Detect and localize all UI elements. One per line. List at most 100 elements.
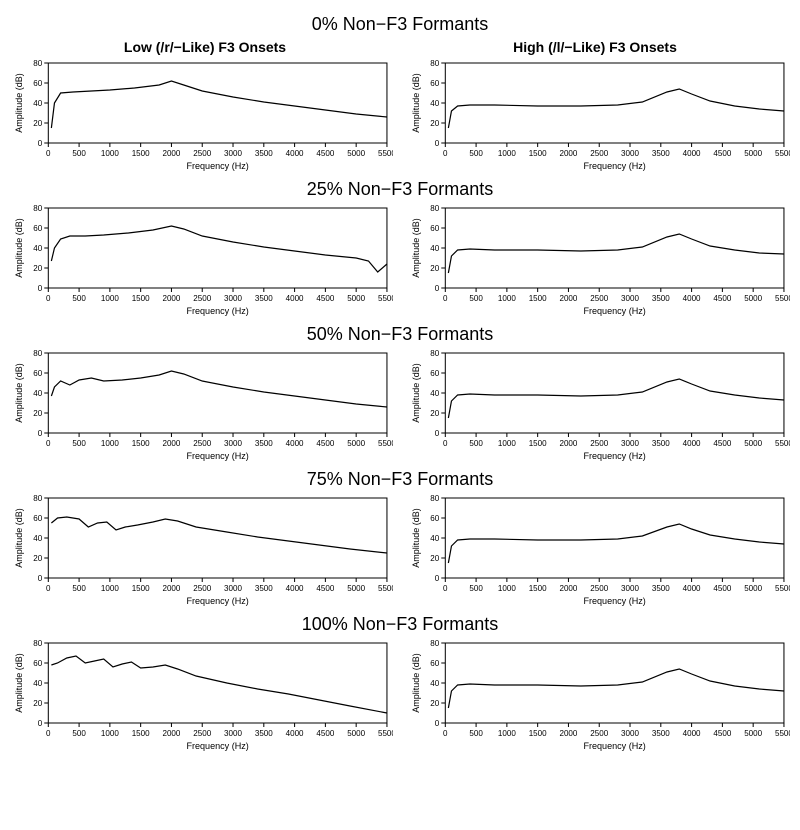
- panel-1-right: 0500100015002000250030003500400045005000…: [407, 202, 790, 318]
- svg-text:1500: 1500: [529, 439, 547, 448]
- svg-text:Amplitude (dB): Amplitude (dB): [411, 73, 421, 132]
- svg-text:0: 0: [443, 584, 448, 593]
- svg-text:4500: 4500: [713, 584, 731, 593]
- chart-svg: 0500100015002000250030003500400045005000…: [407, 347, 790, 463]
- svg-text:500: 500: [469, 294, 483, 303]
- section-title-4: 100% Non−F3 Formants: [10, 614, 790, 635]
- svg-text:0: 0: [38, 719, 43, 728]
- svg-text:Frequency (Hz): Frequency (Hz): [186, 306, 248, 316]
- svg-text:3000: 3000: [621, 584, 639, 593]
- chart-svg: 0500100015002000250030003500400045005000…: [407, 492, 790, 608]
- svg-text:4500: 4500: [316, 439, 334, 448]
- svg-text:4500: 4500: [316, 729, 334, 738]
- svg-text:20: 20: [430, 264, 439, 273]
- svg-text:Amplitude (dB): Amplitude (dB): [14, 218, 24, 277]
- svg-text:4000: 4000: [286, 149, 304, 158]
- svg-text:3500: 3500: [652, 729, 670, 738]
- svg-text:3000: 3000: [621, 149, 639, 158]
- svg-text:1000: 1000: [101, 439, 119, 448]
- svg-text:5000: 5000: [744, 729, 762, 738]
- svg-text:5500: 5500: [378, 729, 393, 738]
- svg-text:20: 20: [33, 554, 42, 563]
- svg-text:1500: 1500: [529, 149, 547, 158]
- svg-text:5500: 5500: [378, 149, 393, 158]
- svg-text:Amplitude (dB): Amplitude (dB): [14, 363, 24, 422]
- svg-text:0: 0: [46, 729, 51, 738]
- svg-text:0: 0: [38, 574, 43, 583]
- svg-text:60: 60: [33, 514, 42, 523]
- svg-text:3500: 3500: [255, 149, 273, 158]
- section-title-3: 75% Non−F3 Formants: [10, 469, 790, 490]
- svg-text:80: 80: [33, 349, 42, 358]
- svg-text:40: 40: [33, 679, 42, 688]
- svg-text:1000: 1000: [101, 294, 119, 303]
- svg-text:4500: 4500: [713, 149, 731, 158]
- chart-svg: 0500100015002000250030003500400045005000…: [10, 637, 393, 753]
- svg-text:5000: 5000: [744, 149, 762, 158]
- panel-0-right: 0500100015002000250030003500400045005000…: [407, 57, 790, 173]
- svg-text:80: 80: [430, 204, 439, 213]
- svg-text:2000: 2000: [559, 149, 577, 158]
- svg-text:Amplitude (dB): Amplitude (dB): [411, 363, 421, 422]
- svg-text:Frequency (Hz): Frequency (Hz): [186, 741, 248, 751]
- svg-text:5000: 5000: [744, 294, 762, 303]
- svg-text:4000: 4000: [286, 584, 304, 593]
- svg-text:Frequency (Hz): Frequency (Hz): [186, 161, 248, 171]
- chart-svg: 0500100015002000250030003500400045005000…: [407, 57, 790, 173]
- svg-text:60: 60: [33, 79, 42, 88]
- svg-text:3500: 3500: [255, 439, 273, 448]
- svg-text:60: 60: [430, 514, 439, 523]
- svg-text:40: 40: [430, 679, 439, 688]
- svg-text:0: 0: [435, 429, 440, 438]
- svg-text:1000: 1000: [101, 729, 119, 738]
- svg-text:0: 0: [38, 429, 43, 438]
- svg-text:2000: 2000: [162, 294, 180, 303]
- chart-svg: 0500100015002000250030003500400045005000…: [407, 202, 790, 318]
- svg-text:2000: 2000: [162, 439, 180, 448]
- svg-text:1000: 1000: [101, 584, 119, 593]
- svg-text:20: 20: [430, 119, 439, 128]
- col-header-left: Low (/r/−Like) F3 Onsets: [10, 37, 400, 57]
- svg-text:40: 40: [33, 534, 42, 543]
- chart-svg: 0500100015002000250030003500400045005000…: [10, 347, 393, 463]
- svg-text:3000: 3000: [224, 729, 242, 738]
- svg-text:Frequency (Hz): Frequency (Hz): [583, 306, 645, 316]
- svg-text:2500: 2500: [590, 729, 608, 738]
- svg-text:20: 20: [430, 409, 439, 418]
- svg-text:5000: 5000: [347, 729, 365, 738]
- svg-text:1500: 1500: [132, 729, 150, 738]
- panel-0-left: 0500100015002000250030003500400045005000…: [10, 57, 393, 173]
- column-headers: Low (/r/−Like) F3 Onsets High (/l/−Like)…: [10, 37, 790, 57]
- svg-text:2000: 2000: [559, 439, 577, 448]
- svg-text:4000: 4000: [286, 294, 304, 303]
- svg-text:0: 0: [443, 294, 448, 303]
- svg-text:0: 0: [435, 574, 440, 583]
- svg-text:20: 20: [430, 554, 439, 563]
- svg-text:1500: 1500: [132, 439, 150, 448]
- svg-text:5500: 5500: [775, 584, 790, 593]
- svg-text:500: 500: [72, 149, 86, 158]
- chart-svg: 0500100015002000250030003500400045005000…: [10, 57, 393, 173]
- svg-text:3000: 3000: [224, 294, 242, 303]
- panel-4-right: 0500100015002000250030003500400045005000…: [407, 637, 790, 753]
- svg-text:5500: 5500: [775, 439, 790, 448]
- svg-text:3500: 3500: [255, 584, 273, 593]
- svg-text:2000: 2000: [162, 584, 180, 593]
- svg-text:2500: 2500: [590, 584, 608, 593]
- svg-text:40: 40: [430, 534, 439, 543]
- svg-text:3500: 3500: [255, 294, 273, 303]
- svg-text:2000: 2000: [559, 729, 577, 738]
- svg-text:2500: 2500: [590, 149, 608, 158]
- svg-text:40: 40: [430, 99, 439, 108]
- svg-text:3000: 3000: [224, 584, 242, 593]
- svg-text:20: 20: [33, 119, 42, 128]
- svg-text:3000: 3000: [621, 729, 639, 738]
- svg-text:Amplitude (dB): Amplitude (dB): [14, 653, 24, 712]
- svg-text:1000: 1000: [498, 439, 516, 448]
- panel-row-3: 0500100015002000250030003500400045005000…: [10, 492, 790, 608]
- svg-text:2500: 2500: [193, 729, 211, 738]
- svg-text:5000: 5000: [347, 294, 365, 303]
- svg-text:1000: 1000: [101, 149, 119, 158]
- svg-text:1500: 1500: [529, 294, 547, 303]
- svg-text:20: 20: [33, 264, 42, 273]
